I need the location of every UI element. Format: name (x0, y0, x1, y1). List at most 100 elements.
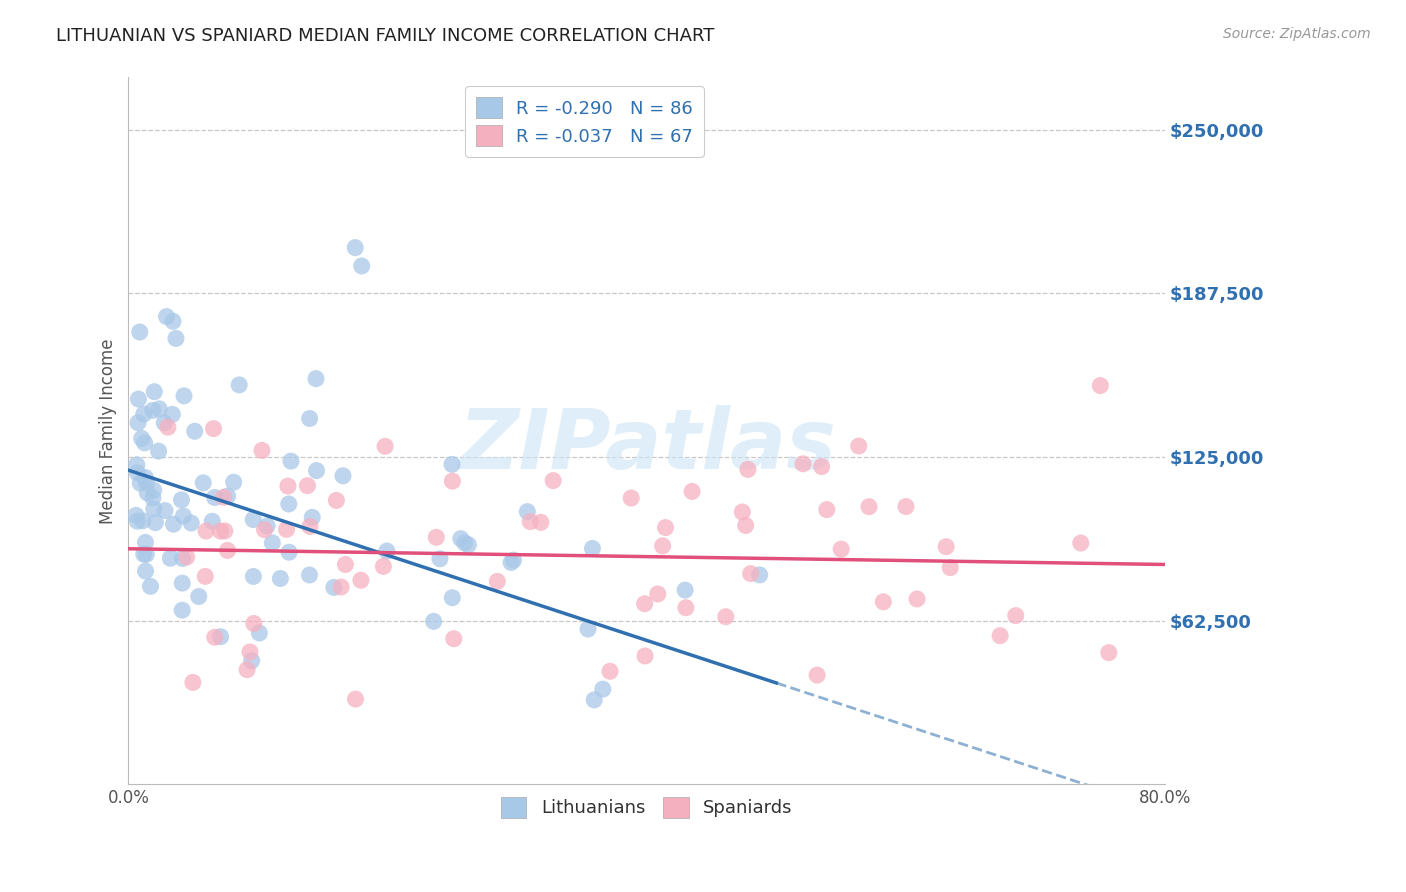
Point (815, 502, 838, 516)
Point (422, 615, 444, 629)
Point (243, 616, 266, 631)
Point (530, 516, 553, 530)
Point (170, 492, 193, 507)
Text: Source: ZipAtlas.com: Source: ZipAtlas.com (1223, 27, 1371, 41)
Point (217, 489, 239, 503)
Text: ZIPatlas: ZIPatlas (458, 405, 835, 485)
Point (135, 564, 157, 578)
Point (127, 416, 149, 430)
Point (262, 536, 284, 550)
Point (297, 478, 319, 492)
Point (344, 692, 367, 706)
Point (374, 439, 396, 453)
Point (127, 392, 149, 406)
Point (134, 535, 156, 549)
Point (172, 508, 194, 523)
Point (128, 325, 150, 339)
Point (450, 532, 472, 546)
Point (162, 314, 184, 328)
Point (335, 558, 357, 572)
Point (202, 422, 225, 436)
Point (253, 523, 276, 537)
Text: LITHUANIAN VS SPANIARD MEDIAN FAMILY INCOME CORRELATION CHART: LITHUANIAN VS SPANIARD MEDIAN FAMILY INC… (56, 27, 714, 45)
Point (136, 485, 159, 500)
Point (194, 569, 217, 583)
Point (240, 654, 263, 668)
Point (519, 515, 541, 529)
Point (1090, 378, 1112, 392)
Point (148, 401, 170, 416)
Point (830, 542, 852, 557)
Point (209, 524, 232, 538)
Point (583, 693, 606, 707)
Point (201, 514, 224, 528)
Point (634, 648, 657, 663)
Point (872, 595, 894, 609)
Point (894, 500, 917, 514)
Point (129, 476, 152, 491)
Point (204, 630, 226, 644)
Point (325, 493, 347, 508)
Point (502, 553, 524, 567)
Point (127, 466, 149, 480)
Point (905, 591, 928, 606)
Point (541, 474, 564, 488)
Point (581, 541, 603, 556)
Point (142, 491, 165, 505)
Point (204, 491, 226, 505)
Point (176, 550, 198, 565)
Point (132, 514, 155, 528)
Legend: Lithuanians, Spaniards: Lithuanians, Spaniards (494, 789, 800, 825)
Point (792, 457, 814, 471)
Point (330, 580, 353, 594)
Point (247, 626, 270, 640)
Point (858, 500, 880, 514)
Point (256, 519, 278, 533)
Point (173, 389, 195, 403)
Point (748, 568, 770, 582)
Point (162, 408, 184, 422)
Point (673, 583, 696, 598)
Point (280, 454, 302, 468)
Point (172, 603, 194, 617)
Point (322, 581, 344, 595)
Point (429, 551, 451, 566)
Point (350, 259, 373, 273)
Point (734, 518, 756, 533)
Point (453, 536, 475, 550)
Point (441, 591, 464, 605)
Point (344, 241, 367, 255)
Point (162, 517, 184, 532)
Point (134, 436, 156, 450)
Point (731, 505, 754, 519)
Point (153, 503, 176, 517)
Point (634, 597, 657, 611)
Point (457, 538, 479, 552)
Point (373, 559, 395, 574)
Point (181, 675, 204, 690)
Point (187, 590, 209, 604)
Point (172, 551, 194, 566)
Point (172, 576, 194, 591)
Point (298, 411, 321, 425)
Point (935, 540, 957, 554)
Point (242, 569, 264, 583)
Point (443, 632, 465, 646)
Point (134, 470, 156, 484)
Point (440, 458, 463, 472)
Point (301, 510, 323, 524)
Point (276, 522, 298, 536)
Point (499, 556, 522, 570)
Point (127, 514, 149, 528)
Point (143, 516, 166, 530)
Point (305, 371, 328, 385)
Point (654, 520, 676, 534)
Point (148, 444, 170, 458)
Point (806, 668, 828, 682)
Point (131, 431, 153, 445)
Point (132, 547, 155, 561)
Point (988, 629, 1011, 643)
Point (209, 630, 232, 644)
Point (139, 579, 162, 593)
Point (165, 331, 187, 345)
